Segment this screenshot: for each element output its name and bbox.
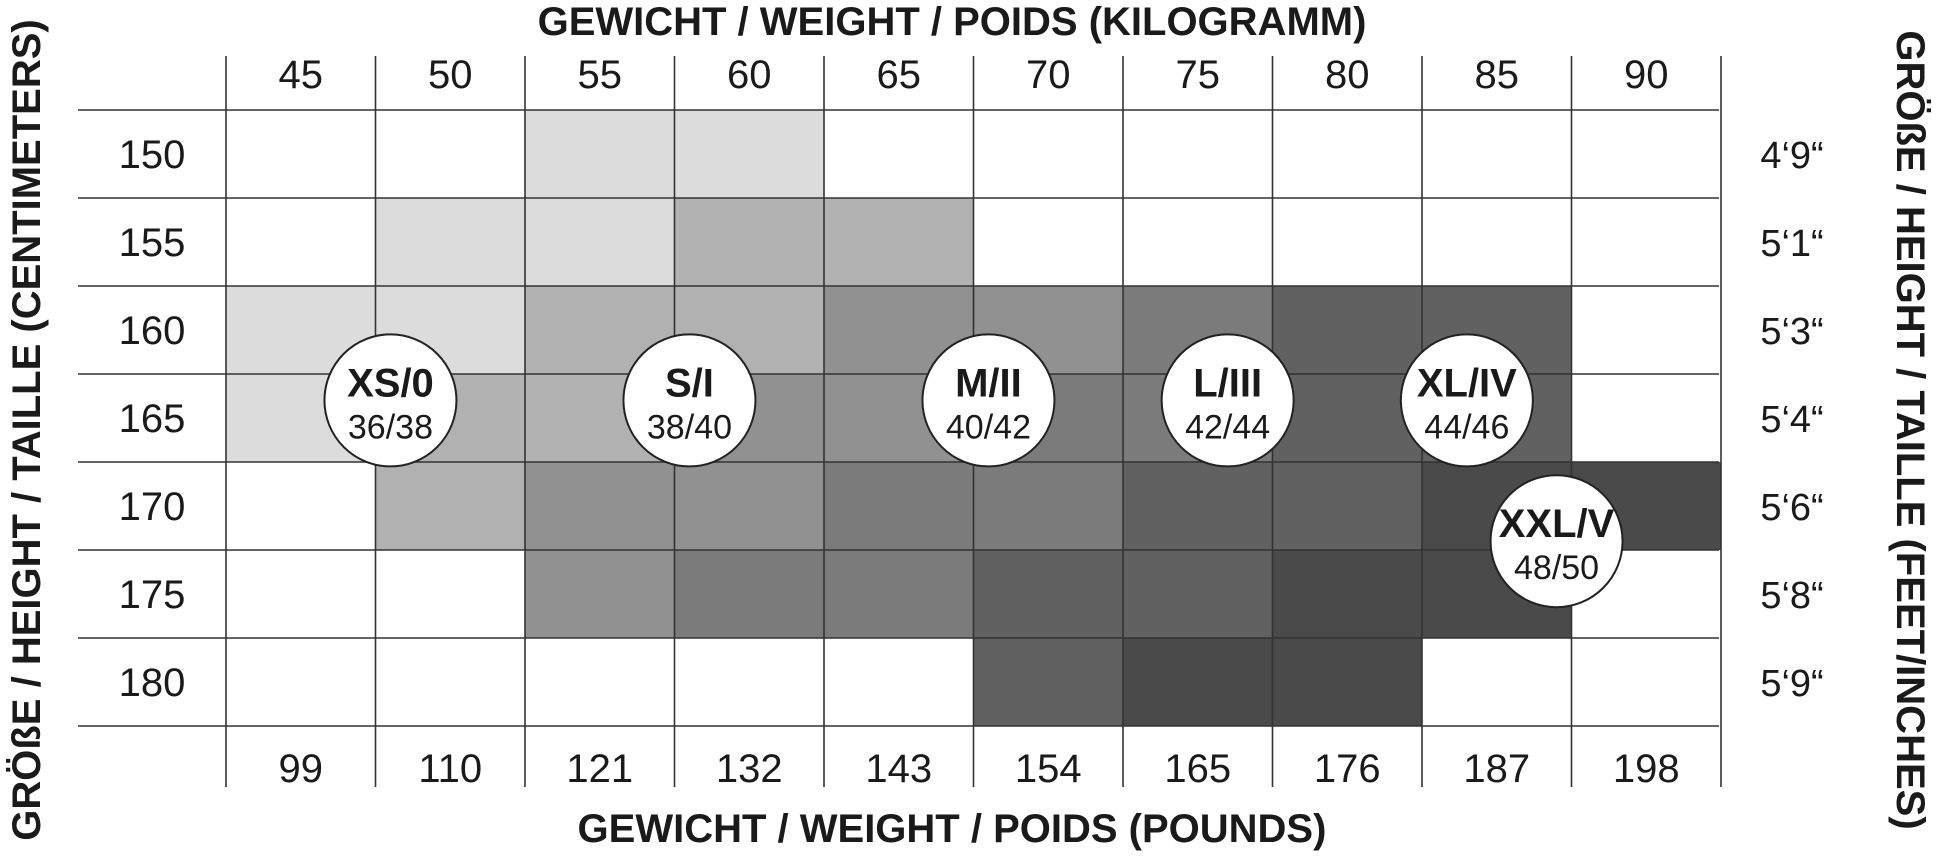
size-cell-xl-iv [1272,374,1422,462]
size-cell-l-iii [824,462,974,550]
size-label: S/I [665,361,714,405]
size-cell-xl-iv [973,638,1123,726]
right-axis-title: GRÖßE / HEIGHT / TAILLE (FEET/INCHES) [1888,30,1933,829]
tick-kg: 80 [1325,53,1370,97]
size-label: L/III [1193,361,1262,405]
size-cell-xxl-v [1272,638,1422,726]
size-cell-s-i [375,462,525,550]
size-eu-label: 42/44 [1185,408,1270,446]
tick-cm: 165 [119,397,186,441]
tick-labels: 45 50 55 60 65 70 75 80 85 90 99 110 121 132 143 154 165… [119,53,1824,791]
tick-ft: 5‘9“ [1760,663,1823,705]
size-cell-xs-0 [525,110,675,198]
size-badge-circle [323,333,458,468]
tick-cm: 155 [119,221,186,265]
size-eu-label: 44/46 [1424,408,1509,446]
size-cell-m-ii [525,550,675,638]
size-label: XXL/V [1499,502,1615,546]
tick-ft: 4‘9“ [1760,135,1823,177]
size-cell-m-ii [525,462,675,550]
tick-lb: 187 [1463,747,1530,791]
tick-kg: 55 [578,53,623,97]
size-cell-s-i [824,198,974,286]
tick-lb: 165 [1164,747,1231,791]
tick-lb: 132 [716,747,783,791]
tick-ft: 5‘8“ [1760,575,1823,617]
size-cell-xxl-v [1272,550,1422,638]
size-label: XL/IV [1417,361,1517,405]
tick-lb: 143 [865,747,932,791]
tick-lb: 110 [418,747,482,791]
bottom-axis-title: GEWICHT / WEIGHT / POIDS (POUNDS) [578,807,1327,851]
tick-ft: 5‘3“ [1760,311,1823,353]
tick-lb: 121 [566,747,633,791]
size-label: XS/0 [347,361,434,405]
size-eu-label: 38/40 [647,408,732,446]
tick-lb: 99 [279,747,324,791]
size-cell-l-iii [973,462,1123,550]
size-badge: S/I38/40 [622,333,757,468]
size-cell-xl-iv [1272,462,1422,550]
tick-cm: 175 [119,573,186,617]
top-axis-title: GEWICHT / WEIGHT / POIDS (KILOGRAMM) [538,0,1367,44]
size-badge-circle [1399,333,1534,468]
size-badge-circle [622,333,757,468]
size-cell-xl-iv [1123,550,1273,638]
size-badge-circle [921,333,1056,468]
size-cell-xl-iv [1272,286,1422,374]
tick-kg: 75 [1176,53,1221,97]
size-cell-m-ii [674,462,824,550]
left-axis-title: GRÖßE / HEIGHT / TAILLE (CENTIMETERS) [4,19,49,840]
size-cell-l-iii [674,550,824,638]
tick-kg: 60 [727,53,772,97]
size-cell-xl-iv [1123,462,1273,550]
tick-lb: 154 [1015,747,1082,791]
size-label: M/II [955,361,1022,405]
size-eu-label: 48/50 [1514,549,1599,587]
tick-cm: 170 [119,485,186,529]
size-eu-label: 40/42 [946,408,1031,446]
tick-kg: 70 [1026,53,1071,97]
size-badge: XXL/V48/50 [1489,474,1624,609]
tick-kg: 45 [279,53,324,97]
tick-kg: 90 [1624,53,1669,97]
size-eu-label: 36/38 [348,408,433,446]
tick-cm: 180 [119,661,186,705]
tick-cm: 160 [119,309,186,353]
size-cell-xxl-v [1123,638,1273,726]
size-cell-xs-0 [674,110,824,198]
size-badge-circle [1160,333,1295,468]
tick-kg: 65 [877,53,922,97]
tick-ft: 5‘4“ [1760,399,1823,441]
tick-ft: 5‘1“ [1760,223,1823,265]
size-cell-s-i [674,198,824,286]
size-cell-xs-0 [375,198,525,286]
tick-kg: 85 [1475,53,1520,97]
tick-lb: 198 [1613,747,1680,791]
size-cell-xs-0 [525,198,675,286]
size-badge-circle [1489,474,1624,609]
tick-kg: 50 [428,53,473,97]
size-cell-l-iii [824,550,974,638]
tick-cm: 150 [119,133,186,177]
size-cell-xl-iv [973,550,1123,638]
size-badge: XS/036/38 [323,333,458,468]
tick-ft: 5‘6“ [1760,487,1823,529]
tick-lb: 176 [1314,747,1381,791]
